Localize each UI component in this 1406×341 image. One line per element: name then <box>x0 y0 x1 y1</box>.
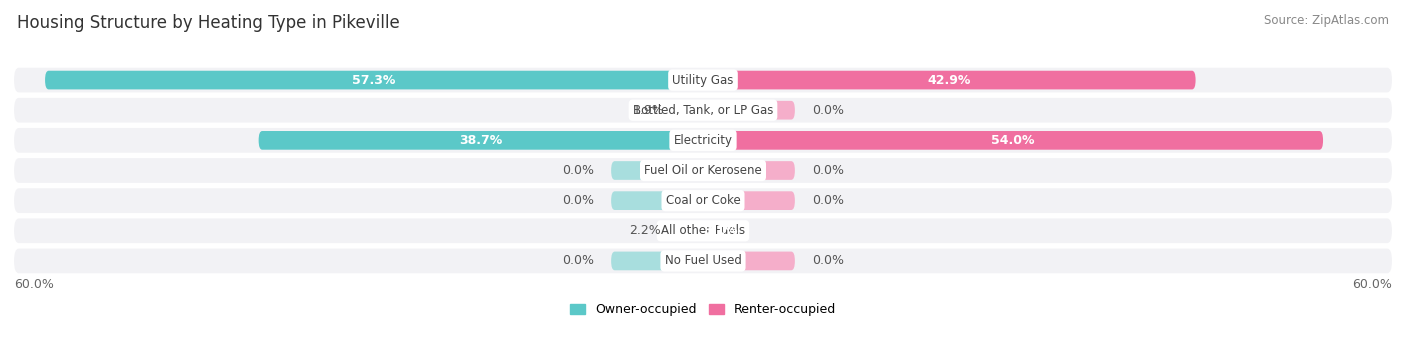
Text: Electricity: Electricity <box>673 134 733 147</box>
FancyBboxPatch shape <box>14 68 1392 92</box>
Text: 60.0%: 60.0% <box>1353 278 1392 292</box>
FancyBboxPatch shape <box>678 221 703 240</box>
Text: 57.3%: 57.3% <box>353 74 395 87</box>
FancyBboxPatch shape <box>14 128 1392 153</box>
Text: 0.0%: 0.0% <box>813 104 844 117</box>
Text: 0.0%: 0.0% <box>813 164 844 177</box>
FancyBboxPatch shape <box>703 101 794 120</box>
Text: Fuel Oil or Kerosene: Fuel Oil or Kerosene <box>644 164 762 177</box>
Text: Coal or Coke: Coal or Coke <box>665 194 741 207</box>
Text: Utility Gas: Utility Gas <box>672 74 734 87</box>
FancyBboxPatch shape <box>14 219 1392 243</box>
Text: 2.2%: 2.2% <box>628 224 661 237</box>
Text: 0.0%: 0.0% <box>813 254 844 267</box>
Text: 1.9%: 1.9% <box>633 104 664 117</box>
FancyBboxPatch shape <box>14 158 1392 183</box>
FancyBboxPatch shape <box>703 161 794 180</box>
Text: 0.0%: 0.0% <box>562 254 593 267</box>
FancyBboxPatch shape <box>703 131 1323 150</box>
FancyBboxPatch shape <box>703 191 794 210</box>
Text: 3.1%: 3.1% <box>703 224 738 237</box>
Legend: Owner-occupied, Renter-occupied: Owner-occupied, Renter-occupied <box>565 298 841 321</box>
FancyBboxPatch shape <box>703 221 738 240</box>
Text: Source: ZipAtlas.com: Source: ZipAtlas.com <box>1264 14 1389 27</box>
Text: 54.0%: 54.0% <box>991 134 1035 147</box>
FancyBboxPatch shape <box>45 71 703 89</box>
FancyBboxPatch shape <box>14 249 1392 273</box>
Text: Bottled, Tank, or LP Gas: Bottled, Tank, or LP Gas <box>633 104 773 117</box>
Text: 0.0%: 0.0% <box>562 194 593 207</box>
Text: 0.0%: 0.0% <box>813 194 844 207</box>
Text: 60.0%: 60.0% <box>14 278 53 292</box>
Text: All other Fuels: All other Fuels <box>661 224 745 237</box>
Text: No Fuel Used: No Fuel Used <box>665 254 741 267</box>
FancyBboxPatch shape <box>703 71 1195 89</box>
FancyBboxPatch shape <box>612 252 703 270</box>
FancyBboxPatch shape <box>259 131 703 150</box>
FancyBboxPatch shape <box>681 101 703 120</box>
Text: 42.9%: 42.9% <box>928 74 972 87</box>
FancyBboxPatch shape <box>612 191 703 210</box>
FancyBboxPatch shape <box>14 98 1392 122</box>
FancyBboxPatch shape <box>612 161 703 180</box>
FancyBboxPatch shape <box>703 252 794 270</box>
Text: Housing Structure by Heating Type in Pikeville: Housing Structure by Heating Type in Pik… <box>17 14 399 32</box>
Text: 38.7%: 38.7% <box>460 134 502 147</box>
Text: 0.0%: 0.0% <box>562 164 593 177</box>
FancyBboxPatch shape <box>14 188 1392 213</box>
